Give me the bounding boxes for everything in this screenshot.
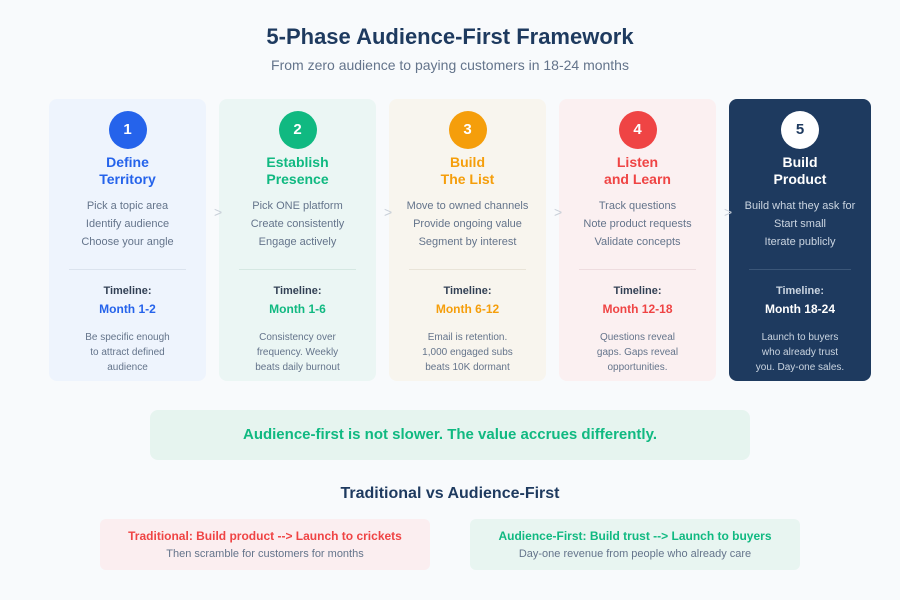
divider xyxy=(239,269,356,270)
phase-number: 1 xyxy=(108,111,147,149)
phase-item: Track questions xyxy=(598,200,677,212)
phase-item: Pick a topic area xyxy=(86,200,169,212)
timeline: Month 1-6 xyxy=(269,302,326,316)
timeline-label: Timeline: xyxy=(103,285,152,297)
phase-item: Choose your angle xyxy=(81,236,174,248)
phase-note: frequency. Weekly xyxy=(256,347,339,358)
phase-note: audience xyxy=(107,362,148,373)
phase-note: you. Day-one sales. xyxy=(755,362,845,373)
phase-title: Define xyxy=(106,154,149,170)
timeline-label: Timeline: xyxy=(443,285,492,297)
phase-number: 3 xyxy=(448,111,487,149)
callout: Audience-first is not slower. The value … xyxy=(150,410,750,460)
separator: > xyxy=(384,204,393,220)
timeline-label: Timeline: xyxy=(273,285,322,297)
phase-item: Start small xyxy=(774,218,826,230)
separator: > xyxy=(214,204,223,220)
traditional-box: Traditional: Build product --> Launch to… xyxy=(100,519,430,570)
comparison-title: Traditional vs Audience-First xyxy=(340,485,560,502)
phase-note: beats daily burnout xyxy=(255,362,340,373)
separator: > xyxy=(554,204,563,220)
phase-card: 3 Build The List Move to owned channels Prov… xyxy=(389,99,546,381)
phase-title: Listen xyxy=(616,154,659,170)
phase-number: 4 xyxy=(618,111,657,149)
phase-item: Provide ongoing value xyxy=(413,218,522,230)
phase-title: Territory xyxy=(99,171,156,187)
phase-title: Product xyxy=(773,171,827,187)
phase-item: Note product requests xyxy=(583,218,692,230)
phase-title: Establish xyxy=(266,154,329,170)
phase-note: opportunities. xyxy=(607,362,668,373)
divider xyxy=(579,269,696,270)
phase-number: 5 xyxy=(781,111,819,149)
divider xyxy=(409,269,526,270)
phase-title: Presence xyxy=(266,171,329,187)
timeline: Month 18-24 xyxy=(764,302,835,316)
phase-item: Pick ONE platform xyxy=(252,200,343,212)
phase-number: 2 xyxy=(278,111,317,149)
phase-card: 4 Listen and Learn Track questions Note prod… xyxy=(559,99,716,381)
timeline: Month 12-18 xyxy=(602,302,673,316)
phase-card: 1 Define Territory Pick a topic area Identif… xyxy=(49,99,206,381)
phase-item: Identify audience xyxy=(85,218,170,230)
phase-item: Engage actively xyxy=(258,236,337,248)
phase-item: Iterate publicly xyxy=(764,236,836,248)
separator: > xyxy=(724,204,733,220)
phase-note: beats 10K dormant xyxy=(425,362,510,373)
traditional-headline: Traditional: Build product --> Launch to… xyxy=(128,529,402,543)
phase-item: Validate concepts xyxy=(594,236,681,248)
phase-note: Be specific enough xyxy=(85,332,170,343)
phase-note: gaps. Gaps reveal xyxy=(596,347,679,358)
audience-first-detail: Day-one revenue from people who already … xyxy=(518,548,752,560)
phase-note: to attract defined xyxy=(90,347,165,358)
audience-first-box: Audience-First: Build trust --> Launch t… xyxy=(470,519,800,570)
timeline-label: Timeline: xyxy=(775,285,825,297)
phase-note: Questions reveal xyxy=(599,332,676,343)
phase-note: 1,000 engaged subs xyxy=(422,347,513,358)
phase-item: Build what they ask for xyxy=(744,200,856,212)
divider xyxy=(69,269,186,270)
phase-item: Segment by interest xyxy=(418,236,517,248)
phase-note: who already trust xyxy=(761,347,839,358)
phase-title: The List xyxy=(440,171,495,187)
phase-note: Consistency over xyxy=(259,332,336,343)
phase-title: Build xyxy=(782,154,818,170)
phase-card: 2 Establish Presence Pick ONE platform Creat… xyxy=(219,99,376,381)
traditional-detail: Then scramble for customers for months xyxy=(166,548,364,560)
divider xyxy=(749,269,851,270)
phase-note: Email is retention. xyxy=(427,332,508,343)
audience-first-headline: Audience-First: Build trust --> Launch t… xyxy=(498,529,772,543)
subtitle: From zero audience to paying customers i… xyxy=(271,57,629,73)
timeline: Month 1-2 xyxy=(99,302,156,316)
timeline-label: Timeline: xyxy=(613,285,662,297)
phase-title: and Learn xyxy=(604,171,671,187)
phase-title: Build xyxy=(450,154,485,170)
title: 5-Phase Audience-First Framework xyxy=(266,24,634,49)
phase-note: Launch to buyers xyxy=(761,332,839,343)
phase-item: Create consistently xyxy=(250,218,345,230)
phase-item: Move to owned channels xyxy=(406,200,529,212)
phase-card: 5 Build Product Build what they ask for Star… xyxy=(729,99,871,381)
timeline: Month 6-12 xyxy=(435,302,500,316)
